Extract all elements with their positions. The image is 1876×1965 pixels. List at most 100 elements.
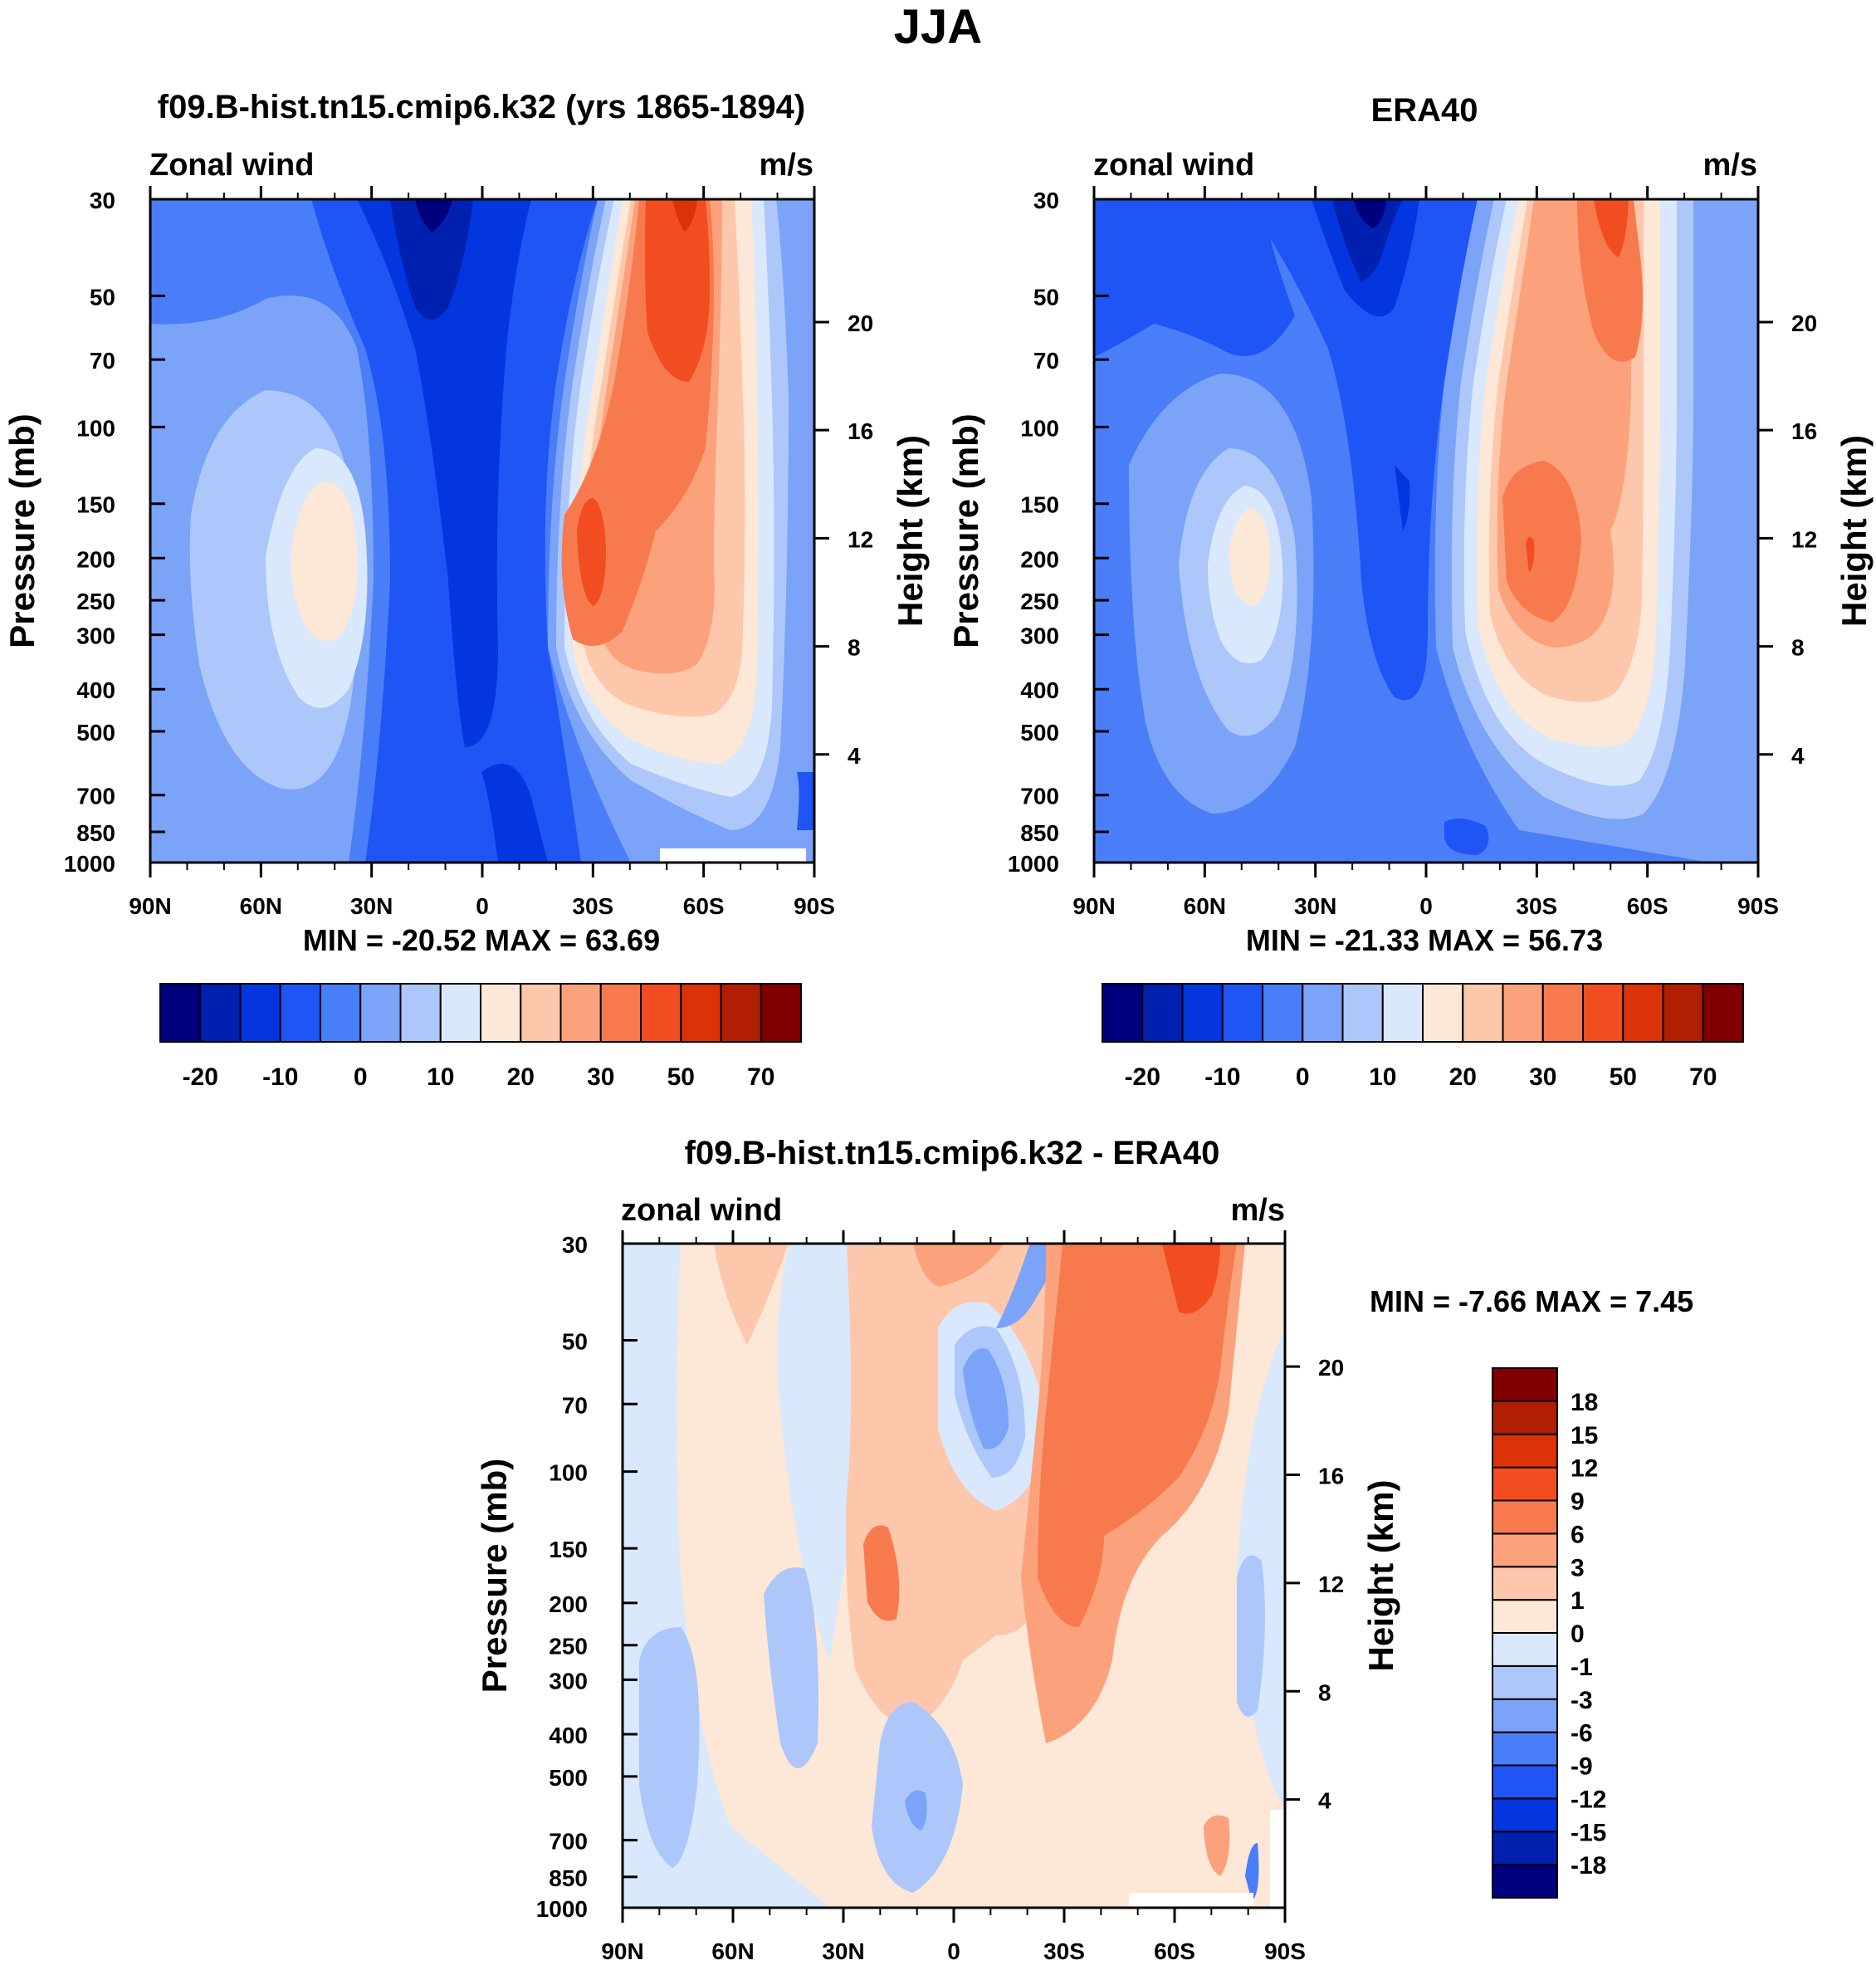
height-tick-label: 16 bbox=[1791, 418, 1817, 444]
colorbar-label: 0 bbox=[1296, 1063, 1310, 1091]
colorbar-swatch bbox=[159, 983, 202, 1043]
lat-tick-label: 30N bbox=[822, 1938, 864, 1964]
lat-tick-label: 60S bbox=[1627, 893, 1668, 919]
lat-tick-label: 60S bbox=[1154, 1938, 1195, 1964]
lat-tick-label: 30S bbox=[1043, 1938, 1085, 1964]
pressure-tick-label: 400 bbox=[76, 677, 115, 703]
pressure-tick-label: 200 bbox=[1020, 546, 1059, 572]
colorbar-label: -10 bbox=[1204, 1063, 1240, 1091]
colorbar-label: -3 bbox=[1571, 1687, 1593, 1714]
y-axis-title: Pressure (mb) bbox=[475, 1459, 514, 1693]
height-tick-label: 8 bbox=[1318, 1679, 1331, 1705]
lat-tick-label: 30S bbox=[572, 893, 613, 919]
contour-band bbox=[390, 199, 473, 320]
lat-tick-label: 0 bbox=[947, 1938, 960, 1964]
height-tick-label: 8 bbox=[1791, 635, 1805, 661]
pressure-tick-label: 100 bbox=[1020, 415, 1059, 441]
contour-band bbox=[913, 1244, 1004, 1287]
colorbar-label: -12 bbox=[1571, 1786, 1606, 1813]
contour-band bbox=[1245, 1843, 1259, 1901]
contour-band bbox=[639, 1627, 700, 1868]
colorbar-label: -20 bbox=[183, 1063, 218, 1091]
pressure-tick-label: 300 bbox=[76, 623, 115, 649]
colorbar-swatch bbox=[1662, 983, 1704, 1043]
panel-diff-axes: 3050701001502002503004005007008501000481… bbox=[475, 1230, 1400, 1964]
y-axis-title: Pressure (mb) bbox=[946, 413, 985, 648]
contour-band bbox=[863, 1525, 900, 1621]
pressure-tick-label: 850 bbox=[1020, 820, 1059, 846]
panel-model-units: m/s bbox=[760, 148, 813, 183]
colorbar-label: -15 bbox=[1571, 1819, 1606, 1846]
colorbar-diff: -18 -15 -12 -9 -6 -3 -1 0 1 3 6 9 12 15 18 bbox=[1492, 1367, 1606, 1899]
contour-band bbox=[797, 772, 814, 830]
pressure-tick-label: 850 bbox=[549, 1865, 588, 1891]
panel-diff-units: m/s bbox=[1231, 1193, 1285, 1228]
panel-era40-left-label: zonal wind bbox=[1093, 148, 1254, 183]
panel-era40-axes: 3050701001502002503004005007008501000481… bbox=[946, 186, 1874, 919]
lat-tick-label: 30N bbox=[1294, 893, 1336, 919]
pressure-tick-label: 1000 bbox=[536, 1896, 588, 1922]
colorbar-label: 10 bbox=[1369, 1063, 1396, 1091]
colorbar-swatch bbox=[1381, 983, 1424, 1043]
panel-model-left-label: Zonal wind bbox=[149, 148, 314, 183]
panel-model-title: f09.B-hist.tn15.cmip6.k32 (yrs 1865-1894… bbox=[158, 89, 805, 125]
colorbar-label: -6 bbox=[1571, 1720, 1593, 1747]
colorbar-label: 20 bbox=[507, 1063, 535, 1091]
lat-tick-label: 90S bbox=[794, 893, 835, 919]
colorbar-swatch bbox=[320, 983, 362, 1043]
pressure-tick-label: 500 bbox=[549, 1765, 588, 1791]
colorbar-swatch bbox=[1422, 983, 1464, 1043]
height-tick-label: 12 bbox=[1318, 1572, 1344, 1597]
contour-band bbox=[963, 1348, 1009, 1449]
height-tick-label: 20 bbox=[1318, 1355, 1344, 1381]
lat-tick-label: 90N bbox=[1072, 893, 1115, 919]
panel-diff-stats: MIN = -7.66 MAX = 7.45 bbox=[1370, 1284, 1693, 1318]
contour-band bbox=[764, 1567, 818, 1768]
pressure-tick-label: 700 bbox=[549, 1829, 588, 1855]
colorbar-label: 0 bbox=[1571, 1620, 1585, 1648]
lat-tick-label: 30N bbox=[350, 893, 393, 919]
pressure-tick-label: 400 bbox=[1020, 677, 1059, 703]
contour-band bbox=[905, 1790, 927, 1831]
pressure-tick-label: 70 bbox=[1033, 348, 1059, 374]
colorbar-swatch bbox=[1582, 983, 1624, 1043]
pressure-tick-label: 150 bbox=[1020, 492, 1059, 518]
colorbar-label: 3 bbox=[1571, 1554, 1585, 1581]
lat-tick-label: 90N bbox=[601, 1938, 643, 1964]
contour-band bbox=[291, 481, 358, 641]
lat-tick-label: 0 bbox=[1419, 893, 1433, 919]
colorbar-swatch bbox=[680, 983, 722, 1043]
contour-band bbox=[1162, 1244, 1220, 1314]
pressure-tick-label: 50 bbox=[1033, 284, 1059, 310]
colorbar-swatch bbox=[1492, 1864, 1558, 1899]
y2-axis-title: Height (km) bbox=[891, 435, 930, 627]
contour-band bbox=[1237, 1555, 1265, 1717]
contour-band bbox=[481, 764, 548, 863]
colorbar-label: 12 bbox=[1571, 1455, 1598, 1483]
height-tick-label: 4 bbox=[1318, 1788, 1331, 1814]
contour-band bbox=[1444, 819, 1489, 855]
colorbar-swatch bbox=[1341, 983, 1384, 1043]
colorbar-label: -1 bbox=[1571, 1654, 1593, 1681]
pressure-tick-label: 500 bbox=[76, 720, 115, 745]
colorbar-swatch bbox=[720, 983, 762, 1043]
figure-title: JJA bbox=[894, 0, 982, 54]
lat-tick-label: 60N bbox=[1184, 893, 1226, 919]
contour-band bbox=[150, 199, 332, 325]
contour-band bbox=[672, 199, 697, 232]
panel-era40-title: ERA40 bbox=[1371, 92, 1478, 129]
panel-model: f09.B-hist.tn15.cmip6.k32 (yrs 1865-1894… bbox=[2, 89, 930, 1091]
panel-model-axes: 3050701001502002503004005007008501000481… bbox=[2, 186, 930, 919]
colorbar-swatch bbox=[1492, 1599, 1558, 1634]
contour-band bbox=[1204, 1815, 1230, 1876]
height-tick-label: 4 bbox=[848, 743, 861, 769]
pressure-tick-label: 30 bbox=[1033, 188, 1059, 213]
pressure-tick-label: 700 bbox=[76, 784, 115, 809]
contour-band bbox=[1245, 199, 1478, 701]
pressure-tick-label: 70 bbox=[90, 348, 115, 374]
panel-diff-contours bbox=[623, 1244, 1285, 1908]
colorbar-swatch bbox=[760, 983, 802, 1043]
lat-tick-label: 60N bbox=[240, 893, 282, 919]
contour-band bbox=[357, 199, 531, 747]
